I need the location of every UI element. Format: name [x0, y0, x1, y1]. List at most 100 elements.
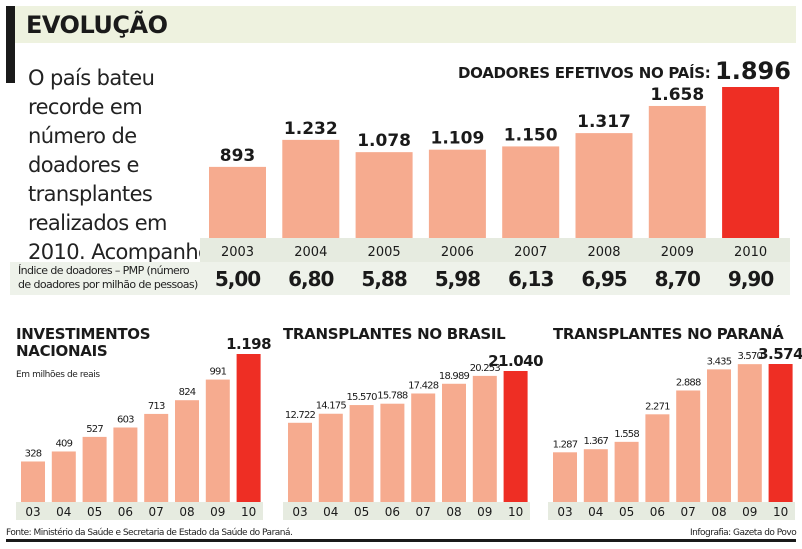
bar-label-2-03: 12.722: [285, 410, 316, 421]
bar-1-09: [205, 379, 230, 502]
investimentos-unit: Em milhões de reais: [16, 370, 100, 380]
bar-label-2-07: 17.428: [408, 380, 439, 391]
category-label-3-05: 05: [619, 505, 634, 519]
bar-label-3-04: 1.367: [583, 436, 608, 447]
bar-1-05: [82, 436, 107, 502]
bar-label-1-05: 527: [86, 424, 103, 435]
bar-label-2-09: 20.253: [470, 363, 501, 374]
bar-2010: [722, 87, 780, 238]
index-label: Índice de doadores – PMP (número de doad…: [18, 264, 198, 291]
bar-2008: [575, 133, 633, 238]
header-accent: [6, 6, 15, 43]
index-value-2003: 5,00: [215, 267, 260, 291]
parana-title: TRANSPLANTES NO PARANÁ: [553, 325, 784, 343]
bar-3-06: [645, 414, 670, 502]
main-chart-title: DOADORES EFETIVOS NO PAÍS:: [458, 64, 711, 82]
bar-1-07: [144, 413, 169, 502]
category-band-3: [548, 502, 795, 520]
bar-label-1-06: 603: [117, 415, 134, 426]
bar-3-08: [707, 369, 731, 502]
category-label-2-08: 08: [446, 505, 461, 519]
bar-label-3-07: 2.888: [676, 377, 701, 388]
index-value-2009: 8,70: [655, 267, 700, 291]
index-value-2010: 9,90: [728, 267, 773, 291]
category-label-2-03: 03: [292, 505, 307, 519]
category-label-2-07: 07: [416, 505, 431, 519]
year-label-2008: 2008: [587, 245, 620, 260]
bar-label-1-09: 991: [209, 367, 226, 378]
category-label-3-09: 09: [742, 505, 757, 519]
bar-label-1-08: 824: [179, 387, 196, 398]
bar-3-09: [737, 364, 762, 502]
source-note: Fonte: Ministério da Saúde e Secretaria …: [6, 528, 293, 538]
investimentos-title: INVESTIMENTOS NACIONAIS: [16, 325, 151, 360]
year-label-2005: 2005: [368, 245, 401, 260]
bar-label-2-04: 14.175: [316, 401, 347, 412]
bar-1-04: [51, 451, 76, 502]
category-label-1-10: 10: [241, 505, 256, 519]
header-title: EVOLUÇÃO: [26, 11, 168, 39]
category-label-2-06: 06: [385, 505, 400, 519]
bar-label-2006: 1.109: [431, 129, 485, 149]
year-label-2007: 2007: [514, 245, 547, 260]
bar-label-2009: 1.658: [650, 85, 704, 105]
category-label-3-06: 06: [650, 505, 665, 519]
category-label-1-05: 05: [87, 505, 102, 519]
category-band-2: [283, 502, 530, 520]
bar-label-3-10: 3.574: [758, 345, 802, 363]
bar-3-07: [676, 390, 701, 502]
bar-2004: [282, 139, 340, 238]
bar-label-2005: 1.078: [357, 131, 411, 151]
bar-label-1-04: 409: [55, 438, 72, 449]
category-label-1-04: 04: [56, 505, 71, 519]
index-value-2006: 5,98: [435, 267, 480, 291]
bar-label-2007: 1.150: [504, 125, 558, 145]
index-value-2008: 6,95: [581, 267, 626, 291]
bar-2-04: [318, 413, 343, 502]
bar-label-2-10: 21.040: [488, 352, 543, 370]
index-row: Índice de doadores – PMP (número de doad…: [10, 262, 790, 295]
index-value-2007: 6,13: [508, 267, 553, 291]
bar-2-05: [349, 405, 374, 502]
year-label-2004: 2004: [294, 245, 327, 260]
bar-2007: [502, 146, 560, 238]
year-label-2003: 2003: [221, 245, 254, 260]
bar-3-03: [553, 452, 577, 502]
category-label-3-03: 03: [557, 505, 572, 519]
bar-2-08: [442, 383, 466, 502]
bar-2006: [428, 149, 486, 238]
main-chart-highlight: 1.896: [715, 57, 791, 85]
category-label-1-07: 07: [149, 505, 164, 519]
bar-label-3-06: 2.271: [645, 401, 670, 412]
category-label-2-09: 09: [477, 505, 492, 519]
bar-label-1-07: 713: [148, 401, 165, 412]
bar-3-10: [768, 364, 793, 502]
left-accent: [6, 43, 15, 83]
bar-2003: [209, 166, 266, 238]
bar-3-04: [583, 449, 608, 502]
brasil-title: TRANSPLANTES NO BRASIL: [283, 325, 506, 343]
bar-label-3-05: 1.558: [614, 429, 639, 440]
bar-1-03: [21, 461, 45, 502]
bar-3-05: [614, 441, 639, 502]
bar-2-09: [472, 375, 497, 502]
bar-label-2-08: 18.989: [439, 371, 470, 382]
bar-2005: [355, 152, 413, 238]
bar-label-2-05: 15.570: [346, 392, 377, 403]
bar-2-06: [380, 403, 405, 502]
bottom-rule: [6, 539, 796, 542]
category-label-1-09: 09: [210, 505, 225, 519]
bar-2-07: [411, 393, 436, 502]
bar-2-10: [503, 371, 528, 502]
bar-label-3-09: 3.570: [737, 351, 762, 362]
bar-label-1-03: 328: [25, 448, 42, 459]
year-label-2006: 2006: [441, 245, 474, 260]
bar-label-2-06: 15.788: [377, 391, 408, 402]
bar-1-06: [113, 427, 138, 502]
year-band: [200, 238, 790, 262]
intro-text: O país bateu recorde em número de doador…: [28, 66, 217, 264]
category-label-2-05: 05: [354, 505, 369, 519]
category-label-1-03: 03: [25, 505, 40, 519]
bar-2009: [648, 105, 706, 238]
